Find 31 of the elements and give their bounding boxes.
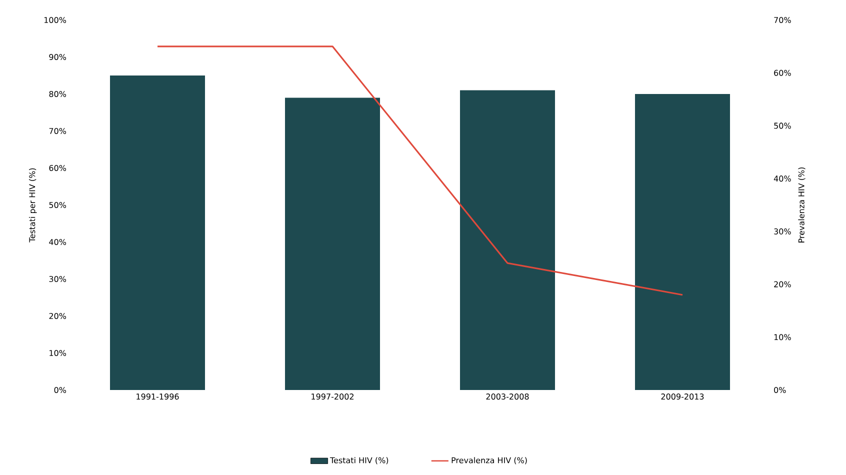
bar (635, 94, 730, 390)
x-tick-label: 2003-2008 (486, 394, 529, 400)
y2-axis-title: Prevalenza HIV (%) (798, 167, 806, 242)
legend-label: Prevalenza HIV (%) (452, 457, 527, 464)
legend-label: Testati HIV (%) (330, 457, 388, 464)
y2-tick-label: 60% (774, 70, 791, 76)
y-tick-label: 90% (49, 54, 66, 60)
y-tick-label: 10% (50, 350, 66, 356)
y2-tick-label: 30% (774, 228, 791, 234)
y2-tick-label: 50% (774, 122, 791, 129)
y-tick-label: 60% (49, 164, 66, 172)
y-tick-label: 0% (54, 386, 66, 394)
y-tick-label: 40% (49, 238, 66, 246)
y2-tick-label: 0% (774, 386, 786, 394)
bar (285, 98, 380, 390)
bar (460, 90, 556, 390)
y2-tick-label: 10% (774, 334, 791, 340)
y-axis-title: Testati per HIV (%) (29, 168, 37, 242)
y2-tick-label: 20% (774, 281, 791, 288)
y2-tick-label: 40% (774, 176, 791, 182)
x-tick-label: 1991-1996 (136, 394, 179, 400)
y-tick-label: 80% (49, 90, 66, 98)
y-tick-label: 30% (49, 276, 66, 282)
x-tick-label: 1997-2002 (312, 394, 354, 400)
bar (110, 76, 205, 390)
y2-tick-label: 70% (774, 16, 791, 24)
y-tick-label: 50% (49, 202, 66, 208)
y-tick-label: 100% (44, 16, 66, 24)
y-tick-label: 70% (49, 128, 66, 134)
x-tick-label: 2009-2013 (661, 394, 704, 400)
y-tick-label: 20% (49, 312, 66, 320)
